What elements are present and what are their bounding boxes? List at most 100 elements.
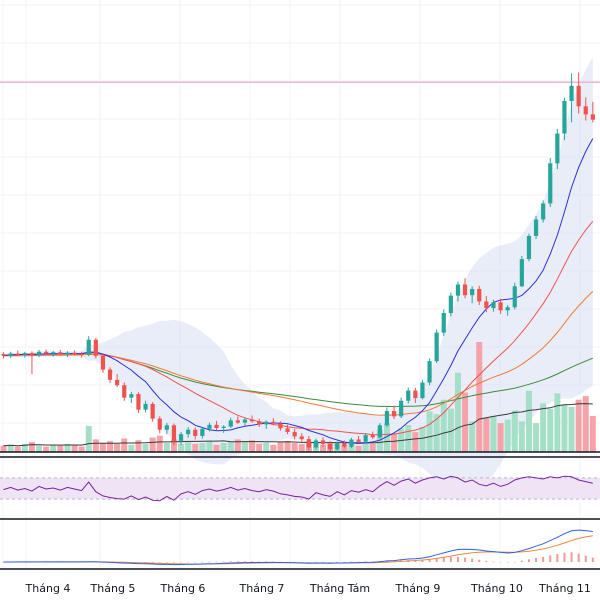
candle [533,215,539,240]
candle [363,433,368,444]
macd-histogram-bar [165,562,168,563]
candle-body [15,353,20,355]
candle-body [193,429,198,436]
candle-body [413,390,418,399]
x-tick-label: Tháng 4 [25,582,71,595]
volume-bar [135,440,142,452]
macd-histogram-bar [172,562,175,563]
candle-body [477,288,482,302]
macd-histogram-bar [428,559,431,562]
candle-body [462,284,468,296]
candle-body [143,403,148,410]
candle [370,431,375,440]
candle [44,349,49,355]
macd-histogram-bar [151,562,154,563]
volume-bar [121,438,128,452]
candle [548,158,553,207]
volume-bar [454,372,461,452]
candle [15,350,20,357]
candle-body [249,419,255,422]
candle [441,309,446,337]
macd-pane [2,529,594,566]
candle-body [72,352,77,354]
macd-histogram-bar [520,560,523,562]
volume-bar [447,408,454,452]
macd-histogram-bar [527,559,530,562]
x-tick-label: Tháng 5 [90,582,136,595]
candle [22,351,27,358]
candle [235,416,240,424]
macd-histogram-bar [336,561,339,563]
candle-body [186,429,191,435]
candle [8,351,13,359]
candle-body [328,443,333,450]
macd-histogram-bar [549,555,552,562]
candle [242,418,248,426]
candle [285,424,290,435]
volume-bar [568,406,575,452]
candle-body [228,420,233,427]
candle [526,233,532,262]
candle-body [519,259,524,287]
candle [221,425,226,433]
candle [72,350,77,356]
macd-histogram-bar [414,560,417,562]
candle [278,421,283,431]
candle [1,352,6,359]
candle-body [299,436,304,440]
candle-body [271,421,276,424]
macd-histogram-bar [584,555,587,562]
volume-bar [78,446,85,452]
candle [58,349,63,356]
macd-line [3,529,593,566]
candle [335,441,340,452]
candle-body [548,163,553,204]
candle [107,367,113,383]
macd-histogram-bar [471,558,474,562]
volume-bar [7,444,14,452]
volume-bar [575,399,582,452]
candle-body [441,313,446,333]
volume-bar [21,443,28,452]
candle [306,435,311,451]
candle-body [157,418,162,430]
candle [164,423,169,435]
candle [51,350,56,357]
candle [413,387,418,403]
macd-histogram-bar [506,562,509,563]
macd-histogram-bar [456,556,459,562]
macd-histogram-bar [215,561,218,563]
macd-histogram-bar [421,560,424,562]
candle-body [36,351,42,356]
ma-slow-line [3,291,594,416]
candle-body [533,219,539,236]
volume-bar [0,445,7,452]
macd-histogram-bar [322,562,325,563]
x-tick-label: Tháng 9 [395,582,441,595]
candle-body [484,301,489,309]
candle-body [505,307,510,311]
candle-body [122,385,127,398]
candle [271,418,276,426]
candle-body [498,302,503,311]
volume-bar [199,442,206,452]
candle [512,282,517,310]
volume-bar [14,446,21,452]
candle-body [257,421,262,425]
candle-body [384,411,390,426]
candle-body [178,434,184,441]
volume-bar [412,432,419,452]
macd-histogram-bar [357,561,360,563]
volume-bar [561,405,568,452]
candle-body [370,435,375,438]
candle [36,349,42,358]
macd-histogram-bar [343,561,346,563]
candle-body [541,203,546,220]
volume-bar [206,441,213,452]
volume-bar [355,445,362,452]
candle [299,433,304,442]
macd-histogram-bar [208,561,211,563]
volume-bar [440,399,447,452]
macd-histogram-bar [442,557,445,562]
